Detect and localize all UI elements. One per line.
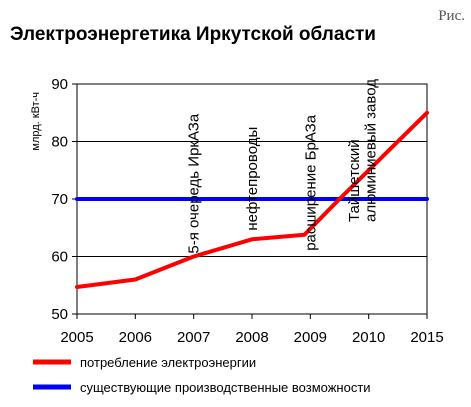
annotation-label: расширение БрАЗа	[302, 114, 319, 251]
x-tick-label: 2008	[235, 329, 268, 346]
x-tick-label: 2006	[119, 329, 152, 346]
y-tick-label: 80	[51, 134, 68, 151]
series-line-consumption	[75, 110, 429, 289]
annotations: 5-я очередь ИркАЗа нефтепроводы расширение…	[186, 79, 380, 254]
legend-entry: потребление электроэнергии	[80, 355, 256, 370]
chart-title: Электроэнергетика Иркутской области	[10, 24, 376, 45]
y-axis-label: млрд. кВт-ч	[30, 92, 42, 151]
annotation-label: Тайшетский	[346, 139, 363, 222]
y-tick-label: 50	[51, 306, 68, 323]
legend: потребление электроэнергии существующие п…	[33, 355, 371, 395]
x-tick-label: 2015	[410, 329, 443, 346]
annotation-label: алюминиевый завод	[362, 79, 379, 222]
x-axis-ticks: 2005 2006 2007 2008 2009 2010 2015	[60, 314, 444, 346]
annotation-label: 5-я очередь ИркАЗа	[186, 113, 203, 253]
x-tick-label: 2005	[60, 329, 93, 346]
annotation-label: нефтепроводы	[244, 127, 261, 231]
series-lines	[75, 110, 429, 289]
x-tick-label: 2007	[177, 329, 210, 346]
y-tick-label: 70	[51, 191, 68, 208]
y-axis-ticks: 50 60 70 80 90	[51, 76, 77, 323]
y-tick-label: 90	[51, 76, 68, 93]
legend-entry: существующие производственные возможност…	[80, 380, 371, 395]
y-tick-label: 60	[51, 249, 68, 266]
x-tick-label: 2009	[294, 329, 327, 346]
x-tick-label: 2010	[352, 329, 385, 346]
figure-label: Рис.	[438, 8, 465, 24]
